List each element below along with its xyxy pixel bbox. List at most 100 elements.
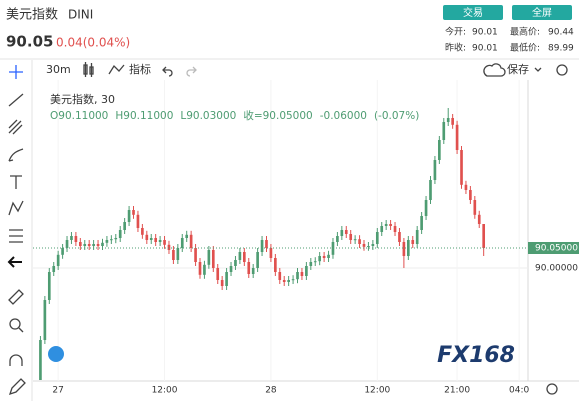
stat-label: 最高价:	[510, 26, 540, 38]
candle-body	[189, 234, 193, 248]
candle-body	[469, 190, 472, 200]
candle-body	[251, 268, 255, 274]
cloud-icon[interactable]	[483, 63, 506, 77]
candle-body	[362, 244, 366, 247]
line-tool[interactable]	[8, 93, 24, 107]
readout-change_pct: (-0.07%)	[374, 110, 419, 122]
candle-body	[278, 272, 282, 280]
undo[interactable]	[162, 66, 173, 77]
readout: O90.11000 H90.11000 L90.03000 收=90.05000 -0.…	[50, 109, 419, 122]
save-menu[interactable]	[534, 67, 542, 72]
x-tick-label: 27	[52, 386, 63, 396]
axis-settings[interactable]	[546, 383, 558, 395]
redo[interactable]	[186, 66, 197, 77]
candle-body	[225, 272, 228, 286]
candle-body	[256, 252, 259, 268]
candle-body	[393, 226, 397, 232]
candle-body	[154, 238, 158, 242]
save[interactable]: 保存	[507, 62, 529, 76]
candle-body	[260, 240, 264, 252]
candle-body	[172, 250, 175, 260]
symbol: 美元指数	[6, 8, 58, 23]
candle-body	[442, 122, 446, 140]
text-tool[interactable]	[10, 175, 22, 189]
candle-body	[300, 272, 304, 276]
candle-body	[220, 280, 224, 286]
candle-body	[123, 222, 126, 230]
candle-body	[211, 250, 215, 268]
indicator-icon[interactable]	[108, 64, 125, 75]
crosshair-tool[interactable]	[9, 65, 23, 79]
candle-body	[274, 258, 277, 272]
logo-badge	[48, 346, 64, 362]
candle-body	[438, 140, 441, 160]
zoom-tool[interactable]	[9, 318, 21, 330]
trade-label[interactable]: 交易	[463, 6, 483, 19]
candle-body	[242, 252, 246, 262]
x-tick-label: 28	[265, 386, 277, 396]
candle-body	[402, 242, 406, 256]
draw-lock-tool[interactable]	[8, 378, 26, 396]
candle-body	[149, 238, 153, 240]
candle-body	[367, 246, 370, 247]
candle-body	[141, 228, 144, 235]
x-tick-label: 04:0	[509, 386, 529, 396]
candle-body	[43, 300, 47, 340]
candle-body	[296, 272, 299, 280]
candle-body	[305, 266, 308, 276]
measure-tool[interactable]	[9, 229, 23, 243]
settings-icon[interactable]	[556, 64, 568, 76]
indicators[interactable]: 指标	[129, 62, 151, 76]
candle-body	[384, 224, 388, 226]
candle-body	[87, 244, 91, 246]
candle-body	[380, 226, 384, 232]
candle-body	[411, 240, 415, 244]
candle-body	[282, 280, 286, 282]
pattern-tool[interactable]	[8, 200, 24, 216]
candle-body	[358, 239, 361, 244]
candle-body	[460, 150, 463, 185]
candle-body	[477, 214, 481, 224]
interval[interactable]: 30m	[46, 63, 71, 76]
candle-body	[353, 239, 357, 241]
candle-body	[185, 234, 189, 238]
candle-body	[180, 238, 184, 248]
stat-label: 昨收:	[445, 42, 466, 54]
candle-body	[291, 279, 295, 281]
candle-body	[482, 224, 486, 248]
candle-body	[464, 184, 468, 190]
x-tick-label: 12:00	[152, 386, 178, 396]
candle-body	[238, 252, 242, 260]
fullscreen-button[interactable]	[512, 5, 572, 20]
fork-tool[interactable]	[8, 119, 23, 135]
stat-value: 90.01	[472, 28, 498, 38]
stat-value: 90.44	[548, 28, 574, 38]
candle-body	[287, 280, 290, 282]
candle-body	[446, 118, 450, 122]
zoom-handle[interactable]	[18, 327, 24, 333]
candle-body	[313, 261, 317, 263]
stat-label: 最低价:	[510, 42, 540, 54]
candle-body	[145, 234, 149, 240]
fullscreen-label[interactable]: 全屏	[532, 6, 552, 19]
candle-icon[interactable]	[83, 62, 94, 77]
candle-body	[194, 248, 197, 262]
y-tick-label: 90.00000	[535, 264, 578, 274]
candle-body	[83, 244, 87, 246]
hide-tool[interactable]	[7, 256, 22, 268]
ruler-tool[interactable]	[8, 289, 24, 305]
code: DINI	[68, 8, 93, 22]
candle-body	[158, 240, 162, 242]
readout-low: L90.03000	[180, 110, 236, 122]
stat-value: 89.99	[548, 44, 574, 54]
candle-body	[247, 262, 251, 274]
candle-body	[336, 236, 339, 242]
tool-bar	[7, 65, 26, 396]
magnet-tool[interactable]	[9, 354, 23, 366]
brush-tool[interactable]	[8, 148, 24, 162]
trade-button[interactable]	[443, 5, 503, 20]
candle-body	[163, 240, 166, 245]
candle-body	[127, 210, 131, 222]
candle-body	[203, 264, 206, 275]
